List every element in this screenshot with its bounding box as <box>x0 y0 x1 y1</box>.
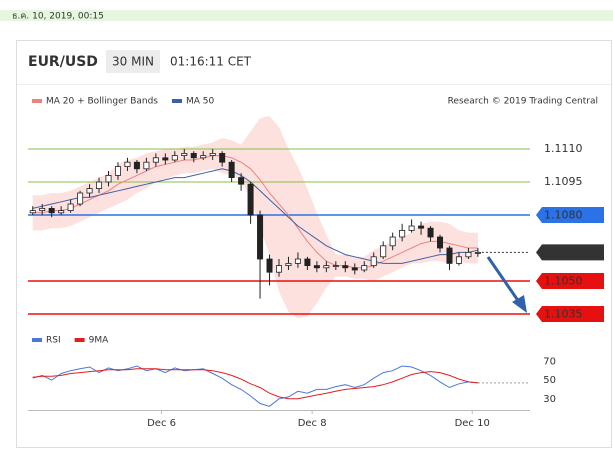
candle-body <box>380 245 387 258</box>
arrow-shaft <box>486 256 521 303</box>
candle-body <box>190 152 197 159</box>
clock: 01:16:11 CET <box>170 55 252 69</box>
level-box <box>536 306 604 322</box>
candle-body <box>171 155 178 161</box>
level-label: 1.1063 <box>544 246 583 259</box>
candle-body <box>323 265 330 269</box>
source: Research © 2019 Trading Central <box>448 97 598 107</box>
candle-body <box>96 181 103 189</box>
y-tick-label: 30 <box>543 394 556 405</box>
candle-body <box>437 236 444 249</box>
legend-swatch <box>172 99 182 103</box>
symbol: EUR/USD <box>28 54 98 70</box>
candle-body <box>408 225 415 231</box>
y-tick-label: 50 <box>543 375 556 386</box>
candle-body <box>133 161 140 170</box>
ma-line <box>32 155 478 269</box>
candle-body <box>181 152 188 156</box>
forecast-arrow <box>486 256 527 313</box>
candle-body <box>332 265 339 268</box>
legend-swatch <box>74 338 85 342</box>
candle-body <box>294 258 301 264</box>
level-box <box>536 244 604 261</box>
x-tick-label: Dec 10 <box>455 418 490 429</box>
candle-body <box>257 214 264 260</box>
level-label: 1.1050 <box>544 275 583 288</box>
candle-body <box>67 203 74 211</box>
candle-body <box>86 188 93 194</box>
interval: 30 MIN <box>112 55 154 69</box>
candle-body <box>361 265 368 271</box>
candle-body <box>152 157 159 163</box>
candle-body <box>48 207 55 214</box>
line-series <box>32 365 478 407</box>
candle-body <box>465 251 472 258</box>
candle-body <box>200 155 207 159</box>
ma-line <box>32 168 479 264</box>
candle-body <box>446 247 453 264</box>
candle-body <box>399 229 406 238</box>
candle-body <box>418 225 425 229</box>
candle-body <box>370 256 377 266</box>
candle-body <box>266 258 273 273</box>
candle-body <box>247 183 254 216</box>
candle-body <box>351 267 358 271</box>
candle-body <box>209 152 216 156</box>
candle-body <box>285 262 292 266</box>
level-label: 1.1080 <box>544 209 583 222</box>
legend-label: MA 50 <box>186 97 215 107</box>
candle-body <box>427 227 434 238</box>
legend-swatch <box>32 338 42 342</box>
level-label: 1.1095 <box>544 175 583 188</box>
level-box <box>536 207 604 223</box>
candle-body <box>39 207 46 211</box>
line-series <box>32 368 478 400</box>
level-label: 1.1035 <box>544 308 583 321</box>
x-tick-label: Dec 8 <box>298 418 327 429</box>
timestamp: ธ.ค. 10, 2019, 00:15 <box>12 12 104 22</box>
y-tick-label: 70 <box>543 356 556 367</box>
level-box <box>536 273 604 289</box>
candle-body <box>313 265 320 269</box>
interval-box <box>106 50 160 73</box>
candle-body <box>455 256 462 264</box>
candle-body <box>29 210 36 214</box>
arrow-head <box>512 295 527 313</box>
candle-body <box>105 174 112 183</box>
candle-body <box>143 161 150 170</box>
candle-body <box>389 236 396 247</box>
candle-body <box>228 161 235 178</box>
legend-label: 9MA <box>89 336 109 346</box>
plot: 1.1110 1.1095 1.1080 1.1063 1.1050 1.1035 MA 2… <box>28 97 604 429</box>
candle-body <box>162 157 169 161</box>
x-tick-label: Dec 6 <box>147 418 176 429</box>
level-label: 1.1110 <box>544 142 583 155</box>
candle-body <box>275 265 283 273</box>
candle-body <box>219 152 226 163</box>
candle-body <box>58 210 65 214</box>
candle-body <box>474 251 481 254</box>
legend-swatch <box>32 99 42 103</box>
candle-body <box>77 192 84 205</box>
candle-body <box>114 166 121 176</box>
candle-body <box>342 265 349 269</box>
legend-label: RSI <box>46 336 61 346</box>
legend-label: MA 20 + Bollinger Bands <box>46 97 158 107</box>
date-bar <box>0 10 613 21</box>
candle-body <box>124 161 131 167</box>
candle-body <box>304 258 311 266</box>
candle-body <box>238 177 245 185</box>
